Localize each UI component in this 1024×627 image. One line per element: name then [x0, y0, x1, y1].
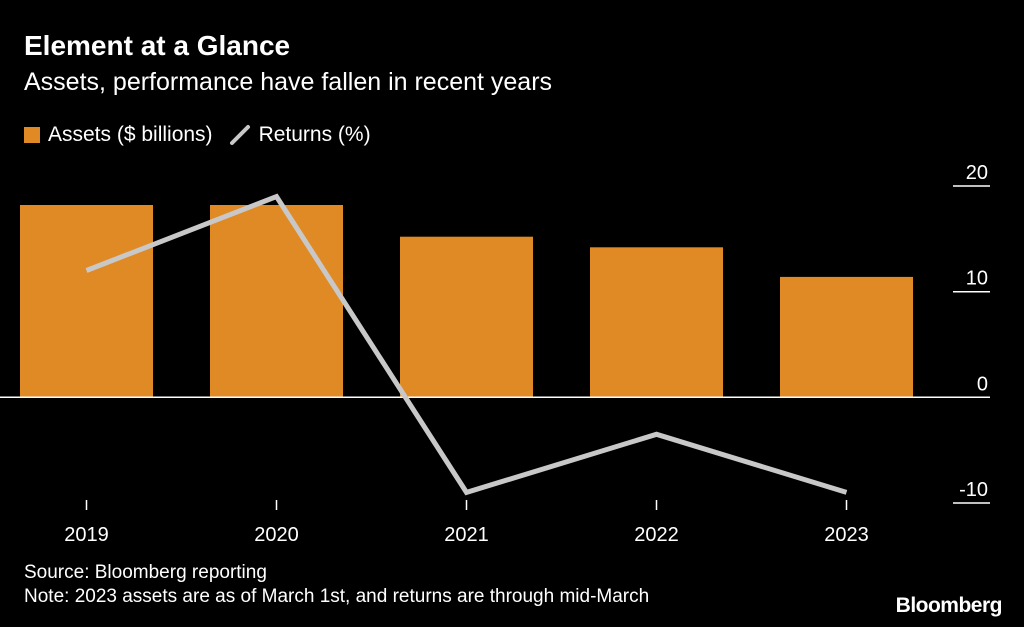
legend-returns-label: Returns (%) [258, 123, 371, 146]
legend: Assets ($ billions) Returns (%) [24, 120, 387, 150]
y-tick-label-0: 0 [977, 373, 988, 395]
assets-swatch-icon [24, 127, 40, 143]
bar-2020 [210, 205, 343, 398]
y-tick-label-10: 10 [966, 268, 988, 290]
bloomberg-logo: Bloomberg [895, 594, 1003, 617]
source-note: Source: Bloomberg reporting [24, 562, 267, 583]
y-tick-label-20: 20 [966, 162, 988, 184]
x-tick-label-2023: 2023 [824, 524, 869, 546]
legend-item-returns: Returns (%) [229, 123, 371, 147]
bar-2019 [20, 205, 153, 398]
legend-assets-label: Assets ($ billions) [48, 123, 213, 146]
y-tick-label--10: -10 [959, 479, 988, 501]
x-tick-label-2021: 2021 [444, 524, 489, 546]
footnote: Note: 2023 assets are as of March 1st, a… [24, 586, 650, 607]
bar-2022 [590, 247, 723, 398]
x-tick-label-2019: 2019 [64, 524, 109, 546]
chart-subtitle: Assets, performance have fallen in recen… [24, 68, 553, 96]
x-tick-label-2020: 2020 [254, 524, 299, 546]
bar-2023 [780, 276, 913, 398]
legend-item-assets: Assets ($ billions) [24, 123, 213, 147]
returns-line-icon [229, 125, 250, 145]
chart-title: Element at a Glance [24, 30, 291, 61]
bar-2021 [400, 236, 533, 398]
x-tick-label-2022: 2022 [634, 524, 679, 546]
